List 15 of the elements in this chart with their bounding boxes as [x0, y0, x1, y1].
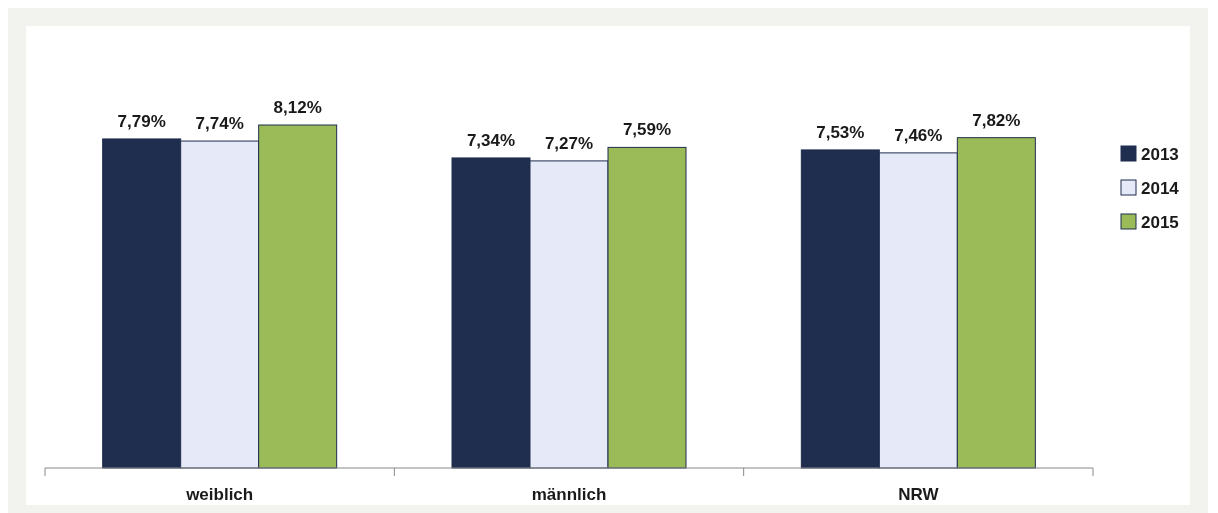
data-label: 8,12%	[273, 98, 322, 117]
x-tick-label: männlich	[531, 485, 607, 504]
data-label: 7,34%	[466, 130, 516, 150]
data-label: 7,74%	[195, 114, 244, 134]
data-label: 7,82%	[972, 110, 1021, 130]
data-label: 7,53%	[816, 122, 865, 142]
x-tick-label: weiblich	[185, 485, 254, 504]
data-label: 7,27%	[544, 133, 594, 153]
data-label: 7,59%	[622, 120, 672, 140]
legend-label: 2014	[1141, 179, 1180, 198]
x-tick-label: NRW	[898, 485, 940, 504]
data-label: 7,79%	[117, 111, 166, 131]
data-label: 7,46%	[894, 125, 943, 145]
legend-label: 2013	[1141, 145, 1179, 164]
legend-label: 2015	[1141, 213, 1179, 232]
